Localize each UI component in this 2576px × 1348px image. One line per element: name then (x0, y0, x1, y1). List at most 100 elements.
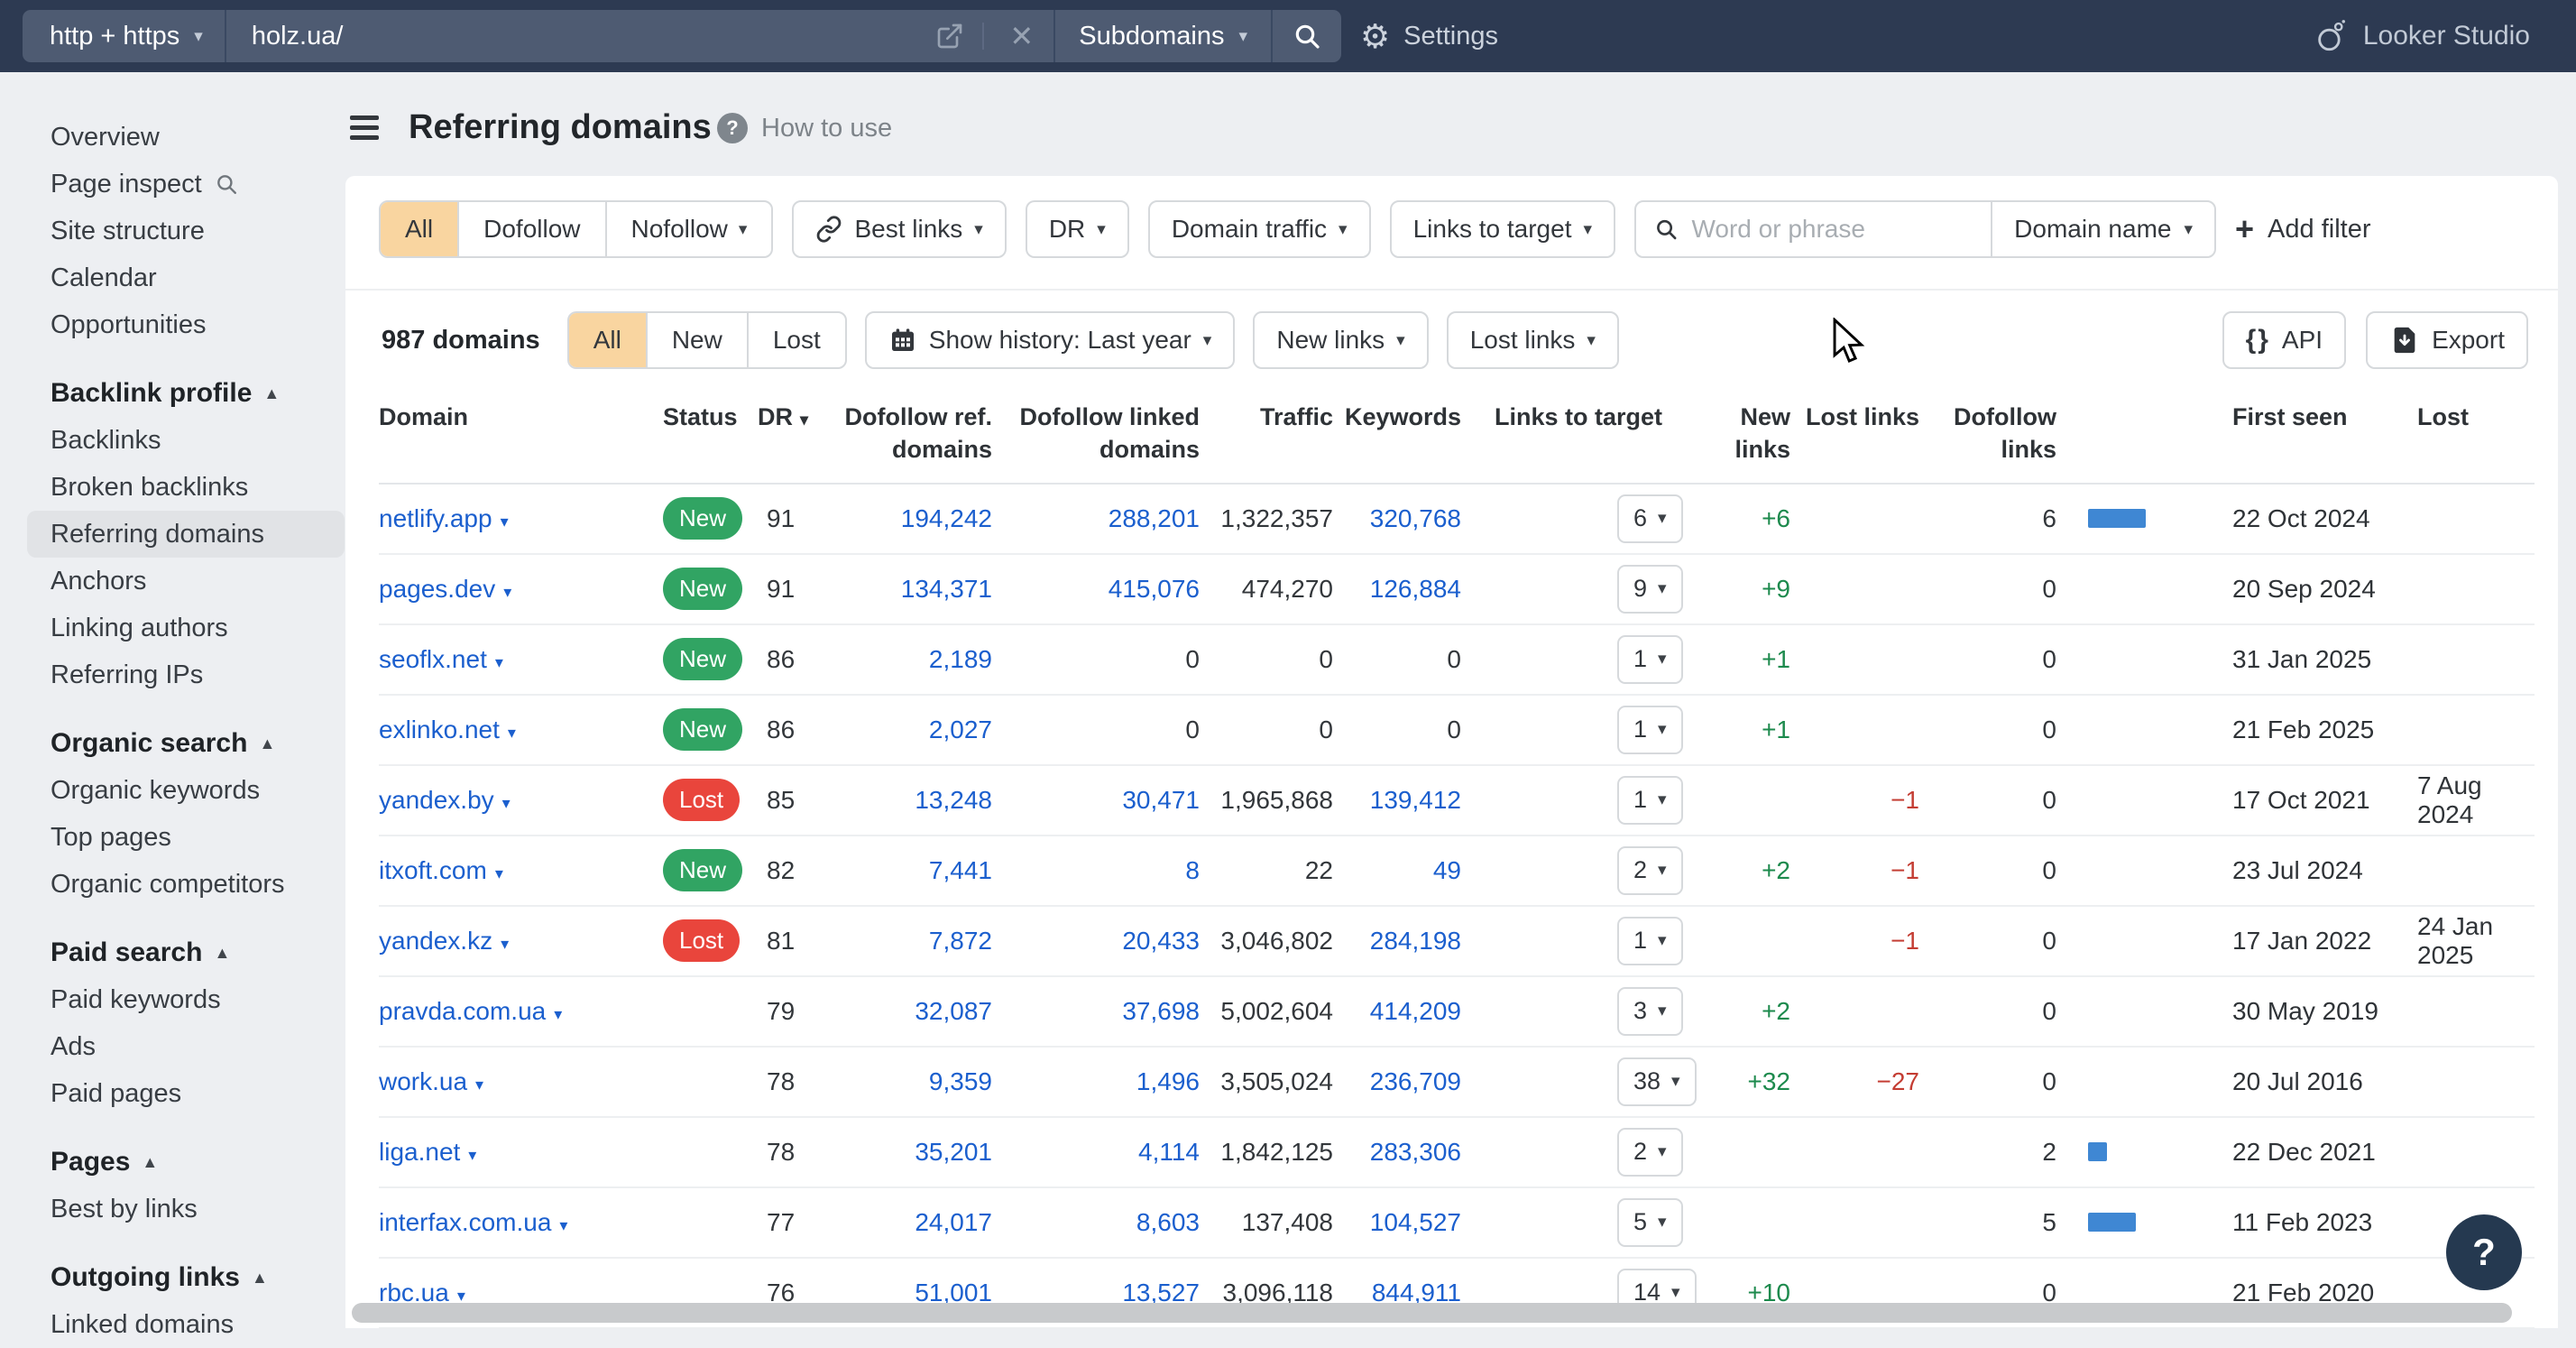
domain-link[interactable]: yandex.kz (379, 926, 493, 955)
links-to-target-select[interactable]: 1 ▾ (1617, 775, 1683, 825)
dofollow-linked-domains-link[interactable]: 288,201 (1108, 503, 1200, 532)
sidebar-item-broken-backlinks[interactable]: Broken backlinks (51, 464, 345, 511)
links-to-target-select[interactable]: 1 ▾ (1617, 705, 1683, 754)
lost-links-dropdown[interactable]: Lost links ▾ (1446, 311, 1619, 369)
links-to-target-select[interactable]: 1 ▾ (1617, 634, 1683, 684)
sidebar-item-ads[interactable]: Ads (51, 1023, 345, 1070)
keywords-link[interactable]: 49 (1432, 855, 1461, 884)
links-to-target-select[interactable]: 2 ▾ (1617, 845, 1683, 895)
domain-traffic-filter-button[interactable]: Domain traffic ▾ (1147, 200, 1371, 258)
sidebar-item-organic-keywords[interactable]: Organic keywords (51, 767, 345, 814)
word-search-field[interactable] (1636, 202, 1991, 256)
best-links-filter-button[interactable]: Best links ▾ (792, 200, 1007, 258)
open-external-icon[interactable] (923, 22, 977, 51)
sidebar-item-top-pages[interactable]: Top pages (51, 814, 345, 861)
links-to-target-select[interactable]: 1 ▾ (1617, 916, 1683, 965)
chevron-down-icon[interactable]: ▾ (507, 723, 516, 742)
how-to-use-link[interactable]: ? How to use (717, 113, 892, 143)
dofollow-linked-domains-link[interactable]: 13,527 (1122, 1278, 1200, 1306)
sidebar-item-calendar[interactable]: Calendar (51, 254, 345, 301)
links-to-target-select[interactable]: 9 ▾ (1617, 564, 1683, 614)
domain-link[interactable]: pravda.com.ua (379, 996, 547, 1025)
sidebar-item-page-inspect[interactable]: Page inspect (51, 161, 345, 208)
status-segment-lost[interactable]: Lost (746, 313, 845, 367)
domain-link[interactable]: seoflx.net (379, 644, 487, 673)
sidebar-item-linked-domains[interactable]: Linked domains (51, 1301, 345, 1348)
sidebar-item-linking-authors[interactable]: Linking authors (51, 605, 345, 651)
keywords-link[interactable]: 414,209 (1369, 996, 1461, 1025)
export-button[interactable]: Export (2366, 311, 2528, 369)
dofollow-linked-domains-link[interactable]: 8,603 (1136, 1207, 1200, 1236)
domain-link[interactable]: exlinko.net (379, 715, 500, 743)
keywords-link[interactable]: 283,306 (1369, 1137, 1461, 1166)
chevron-down-icon[interactable]: ▾ (503, 582, 512, 601)
column-header-lost[interactable]: Lost (2381, 388, 2535, 485)
column-header-dr[interactable]: DR ▾ (758, 388, 834, 485)
domain-link[interactable]: netlify.app (379, 503, 492, 532)
dofollow-ref-domains-link[interactable]: 2,027 (928, 715, 992, 743)
chevron-down-icon[interactable]: ▾ (494, 652, 503, 671)
protocol-dropdown[interactable]: http + https ▾ (23, 10, 226, 62)
dofollow-linked-domains-link[interactable]: 20,433 (1122, 926, 1200, 955)
sidebar-item-paid-keywords[interactable]: Paid keywords (51, 976, 345, 1023)
sidebar-item-organic-competitors[interactable]: Organic competitors (51, 861, 345, 908)
column-header-lost-links[interactable]: Lost links (1799, 388, 1930, 485)
follow-segment-all[interactable]: All (381, 202, 458, 256)
keywords-link[interactable]: 320,768 (1369, 503, 1461, 532)
dofollow-linked-domains-link[interactable]: 415,076 (1108, 574, 1200, 603)
dofollow-linked-domains-link[interactable]: 4,114 (1138, 1137, 1200, 1166)
sidebar-item-referring-domains[interactable]: Referring domains (27, 511, 345, 558)
links-to-target-select[interactable]: 38 ▾ (1617, 1057, 1697, 1106)
new-links-dropdown[interactable]: New links ▾ (1253, 311, 1429, 369)
status-segment-all[interactable]: All (568, 313, 646, 367)
dofollow-ref-domains-link[interactable]: 134,371 (900, 574, 992, 603)
dofollow-ref-domains-link[interactable]: 13,248 (915, 785, 992, 814)
column-header-links-to-target[interactable]: Links to target (1461, 388, 1714, 485)
sidebar-item-best-by-links[interactable]: Best by links (51, 1186, 345, 1233)
dofollow-ref-domains-link[interactable]: 24,017 (915, 1207, 992, 1236)
chevron-down-icon[interactable]: ▾ (494, 863, 503, 882)
domain-link[interactable]: yandex.by (379, 785, 494, 814)
links-to-target-select[interactable]: 6 ▾ (1617, 494, 1683, 543)
dofollow-ref-domains-link[interactable]: 7,872 (928, 926, 992, 955)
add-filter-button[interactable]: + Add filter (2235, 213, 2370, 245)
menu-icon[interactable] (350, 115, 379, 145)
search-scope-dropdown[interactable]: Domain name ▾ (1991, 202, 2214, 256)
dofollow-linked-domains-link[interactable]: 1,496 (1136, 1066, 1200, 1095)
dofollow-linked-domains-link[interactable]: 30,471 (1122, 785, 1200, 814)
column-header-dofollow-links[interactable]: Dofollow links (1930, 388, 2065, 485)
clear-url-icon[interactable]: ✕ (1009, 20, 1035, 52)
keywords-link[interactable]: 844,911 (1371, 1278, 1461, 1306)
dr-filter-button[interactable]: DR ▾ (1025, 200, 1129, 258)
domain-link[interactable]: interfax.com.ua (379, 1207, 552, 1236)
chevron-down-icon[interactable]: ▾ (501, 793, 511, 812)
sidebar-section-title[interactable]: Organic search ▲ (51, 720, 345, 767)
dofollow-ref-domains-link[interactable]: 51,001 (915, 1278, 992, 1306)
sidebar-section-title[interactable]: Pages ▲ (51, 1139, 345, 1186)
links-to-target-select[interactable]: 2 ▾ (1617, 1127, 1683, 1177)
looker-studio-button[interactable]: Looker Studio (2314, 0, 2530, 72)
column-header-keywords[interactable]: Keywords (1333, 388, 1461, 485)
domain-link[interactable]: rbc.ua (379, 1278, 449, 1306)
column-header-dofollow-linked-domains[interactable]: Dofollow linked domains (992, 388, 1200, 485)
sidebar-item-site-structure[interactable]: Site structure (51, 208, 345, 254)
chevron-down-icon[interactable]: ▾ (475, 1075, 484, 1094)
sidebar-item-anchors[interactable]: Anchors (51, 558, 345, 605)
chevron-down-icon[interactable]: ▾ (559, 1215, 568, 1234)
domain-link[interactable]: work.ua (379, 1066, 468, 1095)
run-search-button[interactable] (1273, 10, 1341, 62)
dofollow-ref-domains-link[interactable]: 9,359 (928, 1066, 992, 1095)
sidebar-item-overview[interactable]: Overview (51, 114, 345, 161)
settings-button[interactable]: ⚙ Settings (1360, 0, 1498, 72)
help-button[interactable]: ? (2446, 1214, 2522, 1290)
keywords-link[interactable]: 126,884 (1369, 574, 1461, 603)
follow-segment-nofollow[interactable]: Nofollow ▾ (604, 202, 772, 256)
dofollow-linked-domains-link[interactable]: 8 (1185, 855, 1200, 884)
dofollow-ref-domains-link[interactable]: 7,441 (928, 855, 992, 884)
sidebar-item-referring-ips[interactable]: Referring IPs (51, 651, 345, 698)
horizontal-scrollbar[interactable] (352, 1303, 2512, 1323)
chevron-down-icon[interactable]: ▾ (500, 512, 509, 531)
keywords-link[interactable]: 104,527 (1369, 1207, 1461, 1236)
domain-link[interactable]: pages.dev (379, 574, 496, 603)
keywords-link[interactable]: 284,198 (1369, 926, 1461, 955)
